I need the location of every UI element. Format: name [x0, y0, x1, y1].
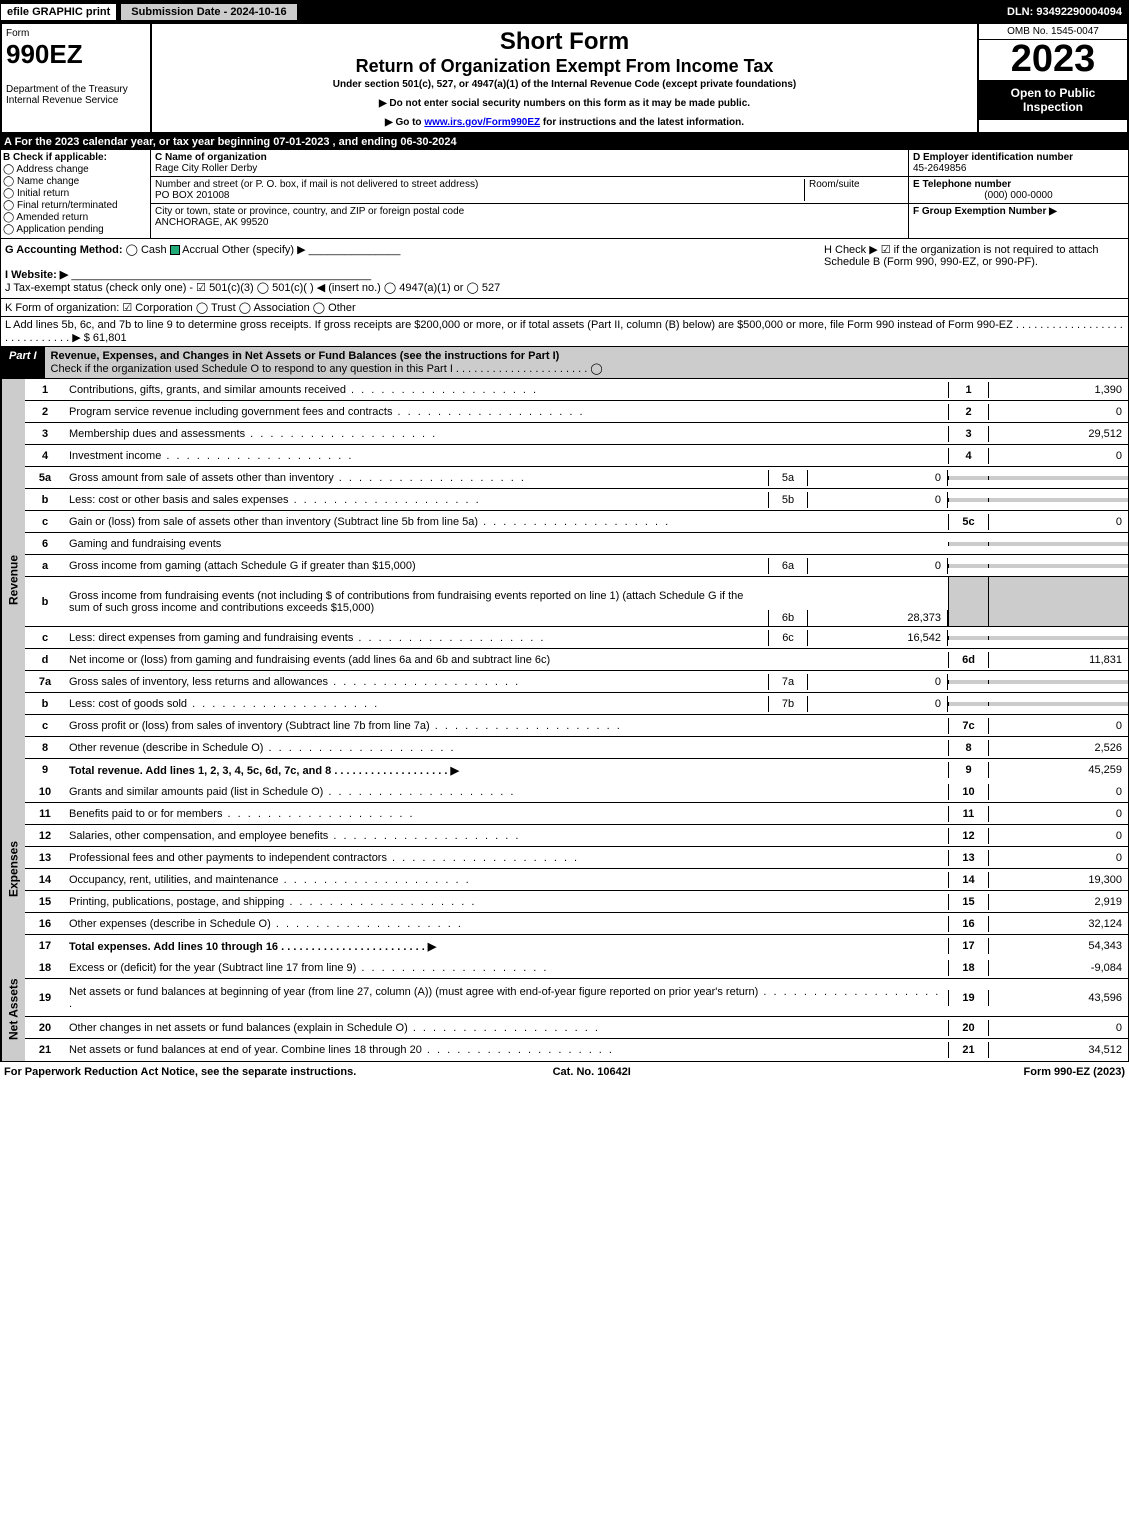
form-note-ssn: ▶ Do not enter social security numbers o…: [156, 98, 973, 109]
footer-formno: Form 990-EZ (2023): [1024, 1066, 1125, 1078]
expenses-side-label: Expenses: [1, 781, 25, 957]
section-c-org-info: C Name of organizationRage City Roller D…: [151, 150, 908, 238]
section-h-schedule-b: H Check ▶ ☑ if the organization is not r…: [824, 243, 1124, 294]
part-1-table: Revenue 1Contributions, gifts, grants, a…: [0, 379, 1129, 1062]
tel-label: E Telephone number: [913, 179, 1011, 190]
form-subtitle: Under section 501(c), 527, or 4947(a)(1)…: [156, 79, 973, 90]
dept-label: Department of the Treasury Internal Reve…: [6, 84, 146, 106]
line-19: 19Net assets or fund balances at beginni…: [25, 979, 1128, 1017]
section-gh: G Accounting Method: ◯ Cash Accrual Othe…: [0, 239, 1129, 299]
line-5c: cGain or (loss) from sale of assets othe…: [25, 511, 1128, 533]
section-j-tax-status: J Tax-exempt status (check only one) - ☑…: [5, 282, 500, 294]
netassets-side-label: Net Assets: [1, 957, 25, 1061]
part-1-header: Part I Revenue, Expenses, and Changes in…: [0, 347, 1129, 379]
line-6: 6Gaming and fundraising events: [25, 533, 1128, 555]
line-8: 8Other revenue (describe in Schedule O)8…: [25, 737, 1128, 759]
section-d-identifiers: D Employer identification number45-26498…: [908, 150, 1128, 238]
efile-print-button[interactable]: efile GRAPHIC print: [1, 4, 116, 20]
irs-link[interactable]: www.irs.gov/Form990EZ: [424, 117, 540, 128]
b-label: B Check if applicable:: [3, 152, 107, 163]
section-g-accounting: G Accounting Method: ◯ Cash Accrual Othe…: [5, 243, 824, 294]
line-15: 15Printing, publications, postage, and s…: [25, 891, 1128, 913]
part-1-label: Part I: [1, 347, 45, 378]
cb-address-change[interactable]: ◯ Address change: [3, 164, 148, 175]
expenses-group: Expenses 10Grants and similar amounts pa…: [1, 781, 1128, 957]
line-4: 4Investment income40: [25, 445, 1128, 467]
cb-accrual[interactable]: [170, 245, 180, 255]
line-18: 18Excess or (deficit) for the year (Subt…: [25, 957, 1128, 979]
line-7c: cGross profit or (loss) from sales of in…: [25, 715, 1128, 737]
section-b-checkboxes: B Check if applicable: ◯ Address change …: [1, 150, 151, 238]
section-l-gross-receipts: L Add lines 5b, 6c, and 7b to line 9 to …: [0, 317, 1129, 347]
line-6b: bGross income from fundraising events (n…: [25, 577, 1128, 627]
revenue-group: Revenue 1Contributions, gifts, grants, a…: [1, 379, 1128, 781]
revenue-side-label: Revenue: [1, 379, 25, 781]
line-5b: bLess: cost or other basis and sales exp…: [25, 489, 1128, 511]
submission-date-button[interactable]: Submission Date - 2024-10-16: [120, 3, 297, 21]
form-header: Form 990EZ Department of the Treasury In…: [0, 24, 1129, 134]
line-1: 1Contributions, gifts, grants, and simil…: [25, 379, 1128, 401]
form-header-left: Form 990EZ Department of the Treasury In…: [2, 24, 152, 132]
form-title-main: Return of Organization Exempt From Incom…: [156, 56, 973, 77]
footer-notice: For Paperwork Reduction Act Notice, see …: [4, 1066, 356, 1078]
cb-amended-return[interactable]: ◯ Amended return: [3, 212, 148, 223]
c-street-label: Number and street (or P. O. box, if mail…: [155, 179, 478, 190]
c-name-label: C Name of organization: [155, 152, 267, 163]
section-a-tax-year: A For the 2023 calendar year, or tax yea…: [0, 134, 1129, 150]
public-inspection-badge: Open to Public Inspection: [979, 80, 1127, 120]
section-k-org-type: K Form of organization: ☑ Corporation ◯ …: [0, 299, 1129, 317]
dln-label: DLN: 93492290004094: [1007, 6, 1128, 18]
form-note-link: ▶ Go to www.irs.gov/Form990EZ for instru…: [156, 117, 973, 128]
form-label: Form: [6, 28, 146, 39]
cb-final-return[interactable]: ◯ Final return/terminated: [3, 200, 148, 211]
cb-application-pending[interactable]: ◯ Application pending: [3, 224, 148, 235]
line-11: 11Benefits paid to or for members110: [25, 803, 1128, 825]
line-10: 10Grants and similar amounts paid (list …: [25, 781, 1128, 803]
org-street: PO BOX 201008: [155, 190, 230, 201]
line-21: 21Net assets or fund balances at end of …: [25, 1039, 1128, 1061]
line-7a: 7aGross sales of inventory, less returns…: [25, 671, 1128, 693]
org-city: ANCHORAGE, AK 99520: [155, 217, 268, 228]
line-20: 20Other changes in net assets or fund ba…: [25, 1017, 1128, 1039]
line-14: 14Occupancy, rent, utilities, and mainte…: [25, 869, 1128, 891]
group-exemption-label: F Group Exemption Number ▶: [913, 206, 1057, 217]
line-12: 12Salaries, other compensation, and empl…: [25, 825, 1128, 847]
form-header-right: OMB No. 1545-0047 2023 Open to Public In…: [977, 24, 1127, 132]
top-bar: efile GRAPHIC print Submission Date - 20…: [0, 0, 1129, 24]
line-13: 13Professional fees and other payments t…: [25, 847, 1128, 869]
line-17: 17Total expenses. Add lines 10 through 1…: [25, 935, 1128, 957]
cb-name-change[interactable]: ◯ Name change: [3, 176, 148, 187]
section-i-website: I Website: ▶: [5, 269, 68, 281]
section-bcd: B Check if applicable: ◯ Address change …: [0, 150, 1129, 239]
line-6c: cLess: direct expenses from gaming and f…: [25, 627, 1128, 649]
ein-value: 45-2649856: [913, 163, 966, 174]
netassets-group: Net Assets 18Excess or (deficit) for the…: [1, 957, 1128, 1061]
room-label: Room/suite: [809, 179, 860, 190]
page-footer: For Paperwork Reduction Act Notice, see …: [0, 1062, 1129, 1082]
line-7b: bLess: cost of goods sold7b0: [25, 693, 1128, 715]
line-6d: dNet income or (loss) from gaming and fu…: [25, 649, 1128, 671]
line-6a: aGross income from gaming (attach Schedu…: [25, 555, 1128, 577]
cb-initial-return[interactable]: ◯ Initial return: [3, 188, 148, 199]
org-name: Rage City Roller Derby: [155, 163, 257, 174]
line-9: 9Total revenue. Add lines 1, 2, 3, 4, 5c…: [25, 759, 1128, 781]
c-city-label: City or town, state or province, country…: [155, 206, 464, 217]
footer-catno: Cat. No. 10642I: [553, 1066, 631, 1078]
part-1-desc: Revenue, Expenses, and Changes in Net As…: [45, 347, 1128, 378]
ein-label: D Employer identification number: [913, 152, 1073, 163]
tax-year: 2023: [979, 40, 1127, 78]
form-title-short: Short Form: [156, 28, 973, 56]
tel-value: (000) 000-0000: [913, 190, 1124, 201]
form-number: 990EZ: [6, 39, 146, 70]
line-3: 3Membership dues and assessments329,512: [25, 423, 1128, 445]
line-5a: 5aGross amount from sale of assets other…: [25, 467, 1128, 489]
line-2: 2Program service revenue including gover…: [25, 401, 1128, 423]
form-header-center: Short Form Return of Organization Exempt…: [152, 24, 977, 132]
line-16: 16Other expenses (describe in Schedule O…: [25, 913, 1128, 935]
